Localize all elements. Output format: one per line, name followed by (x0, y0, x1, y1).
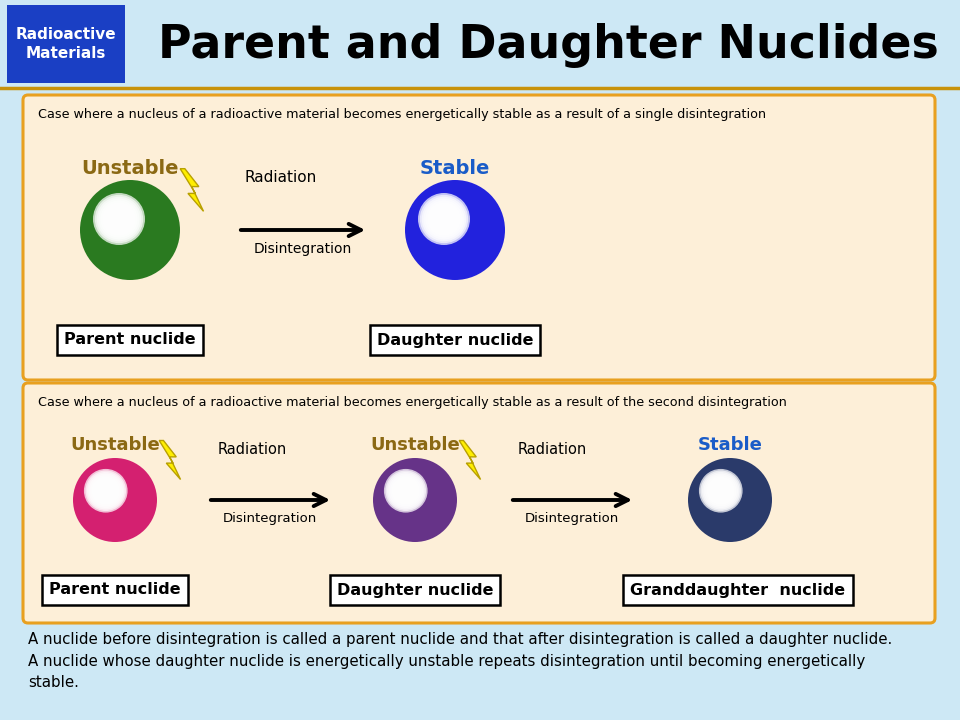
Circle shape (439, 213, 449, 225)
Bar (7, 5, 125, 83)
Circle shape (716, 486, 726, 495)
Circle shape (394, 478, 419, 503)
Circle shape (373, 458, 457, 542)
Circle shape (709, 480, 732, 502)
Text: Stable: Stable (420, 158, 491, 178)
Polygon shape (459, 441, 481, 480)
Circle shape (392, 477, 420, 505)
Circle shape (688, 458, 772, 542)
Circle shape (711, 482, 731, 500)
Circle shape (80, 180, 180, 280)
Circle shape (396, 482, 415, 500)
Text: Disintegration: Disintegration (223, 512, 317, 525)
Circle shape (386, 470, 426, 511)
Circle shape (87, 472, 125, 510)
Circle shape (701, 470, 741, 511)
Text: Disintegration: Disintegration (253, 242, 352, 256)
Circle shape (384, 469, 427, 513)
Circle shape (437, 212, 451, 226)
Circle shape (99, 199, 139, 240)
Circle shape (100, 485, 112, 497)
Circle shape (73, 458, 157, 542)
FancyBboxPatch shape (23, 95, 935, 380)
Circle shape (699, 469, 743, 513)
Circle shape (433, 208, 455, 230)
Circle shape (387, 472, 424, 510)
Text: Radiation: Radiation (245, 171, 317, 186)
Text: Radiation: Radiation (218, 443, 287, 457)
Text: Stable: Stable (698, 436, 762, 454)
Circle shape (93, 478, 118, 503)
Text: A nuclide before disintegration is called a parent nuclide and that after disint: A nuclide before disintegration is calle… (28, 632, 892, 690)
Circle shape (101, 200, 137, 238)
Circle shape (90, 475, 121, 506)
Text: Unstable: Unstable (82, 158, 179, 178)
Circle shape (389, 474, 423, 508)
Text: Daughter nuclide: Daughter nuclide (376, 333, 533, 348)
Text: Unstable: Unstable (371, 436, 460, 454)
Text: Disintegration: Disintegration (525, 512, 619, 525)
Text: Unstable: Unstable (70, 436, 160, 454)
Text: Granddaughter  nuclide: Granddaughter nuclide (631, 582, 846, 598)
Circle shape (113, 213, 125, 225)
Bar (0, 0, 960, 88)
Text: Case where a nucleus of a radioactive material becomes energetically stable as a: Case where a nucleus of a radioactive ma… (38, 108, 766, 121)
Circle shape (85, 470, 126, 511)
Circle shape (707, 477, 734, 505)
Circle shape (425, 200, 463, 238)
Circle shape (399, 485, 412, 497)
Circle shape (714, 485, 727, 497)
Circle shape (708, 478, 733, 503)
Circle shape (95, 480, 117, 502)
Circle shape (401, 486, 411, 495)
Text: Parent nuclide: Parent nuclide (49, 582, 180, 598)
Text: Parent and Daughter Nuclides: Parent and Daughter Nuclides (157, 24, 938, 68)
Circle shape (84, 469, 128, 513)
Circle shape (704, 474, 738, 508)
Circle shape (92, 477, 120, 505)
Circle shape (106, 206, 132, 232)
Circle shape (104, 204, 133, 234)
Circle shape (88, 474, 123, 508)
Circle shape (435, 210, 453, 228)
Circle shape (93, 193, 145, 245)
Circle shape (109, 210, 129, 228)
Circle shape (405, 180, 505, 280)
Circle shape (108, 208, 131, 230)
Circle shape (95, 195, 143, 243)
Text: Daughter nuclide: Daughter nuclide (337, 582, 493, 598)
Text: Radioactive
Materials: Radioactive Materials (15, 27, 116, 61)
Circle shape (418, 193, 470, 245)
Circle shape (395, 480, 417, 502)
Text: Radiation: Radiation (518, 443, 588, 457)
Circle shape (398, 483, 414, 498)
Circle shape (706, 475, 736, 506)
Text: Parent nuclide: Parent nuclide (64, 333, 196, 348)
Circle shape (101, 486, 110, 495)
Circle shape (390, 475, 421, 506)
Circle shape (423, 199, 465, 240)
Circle shape (713, 483, 729, 498)
Polygon shape (180, 168, 204, 212)
Circle shape (429, 204, 459, 234)
Circle shape (420, 195, 468, 243)
Circle shape (421, 197, 467, 241)
Text: Case where a nucleus of a radioactive material becomes energetically stable as a: Case where a nucleus of a radioactive ma… (38, 396, 787, 409)
Circle shape (431, 206, 457, 232)
Circle shape (96, 482, 115, 500)
Circle shape (111, 212, 127, 226)
Polygon shape (159, 441, 180, 480)
Circle shape (702, 472, 739, 510)
Circle shape (97, 197, 141, 241)
FancyBboxPatch shape (23, 383, 935, 623)
Circle shape (98, 483, 113, 498)
Circle shape (103, 202, 135, 235)
Circle shape (427, 202, 461, 235)
